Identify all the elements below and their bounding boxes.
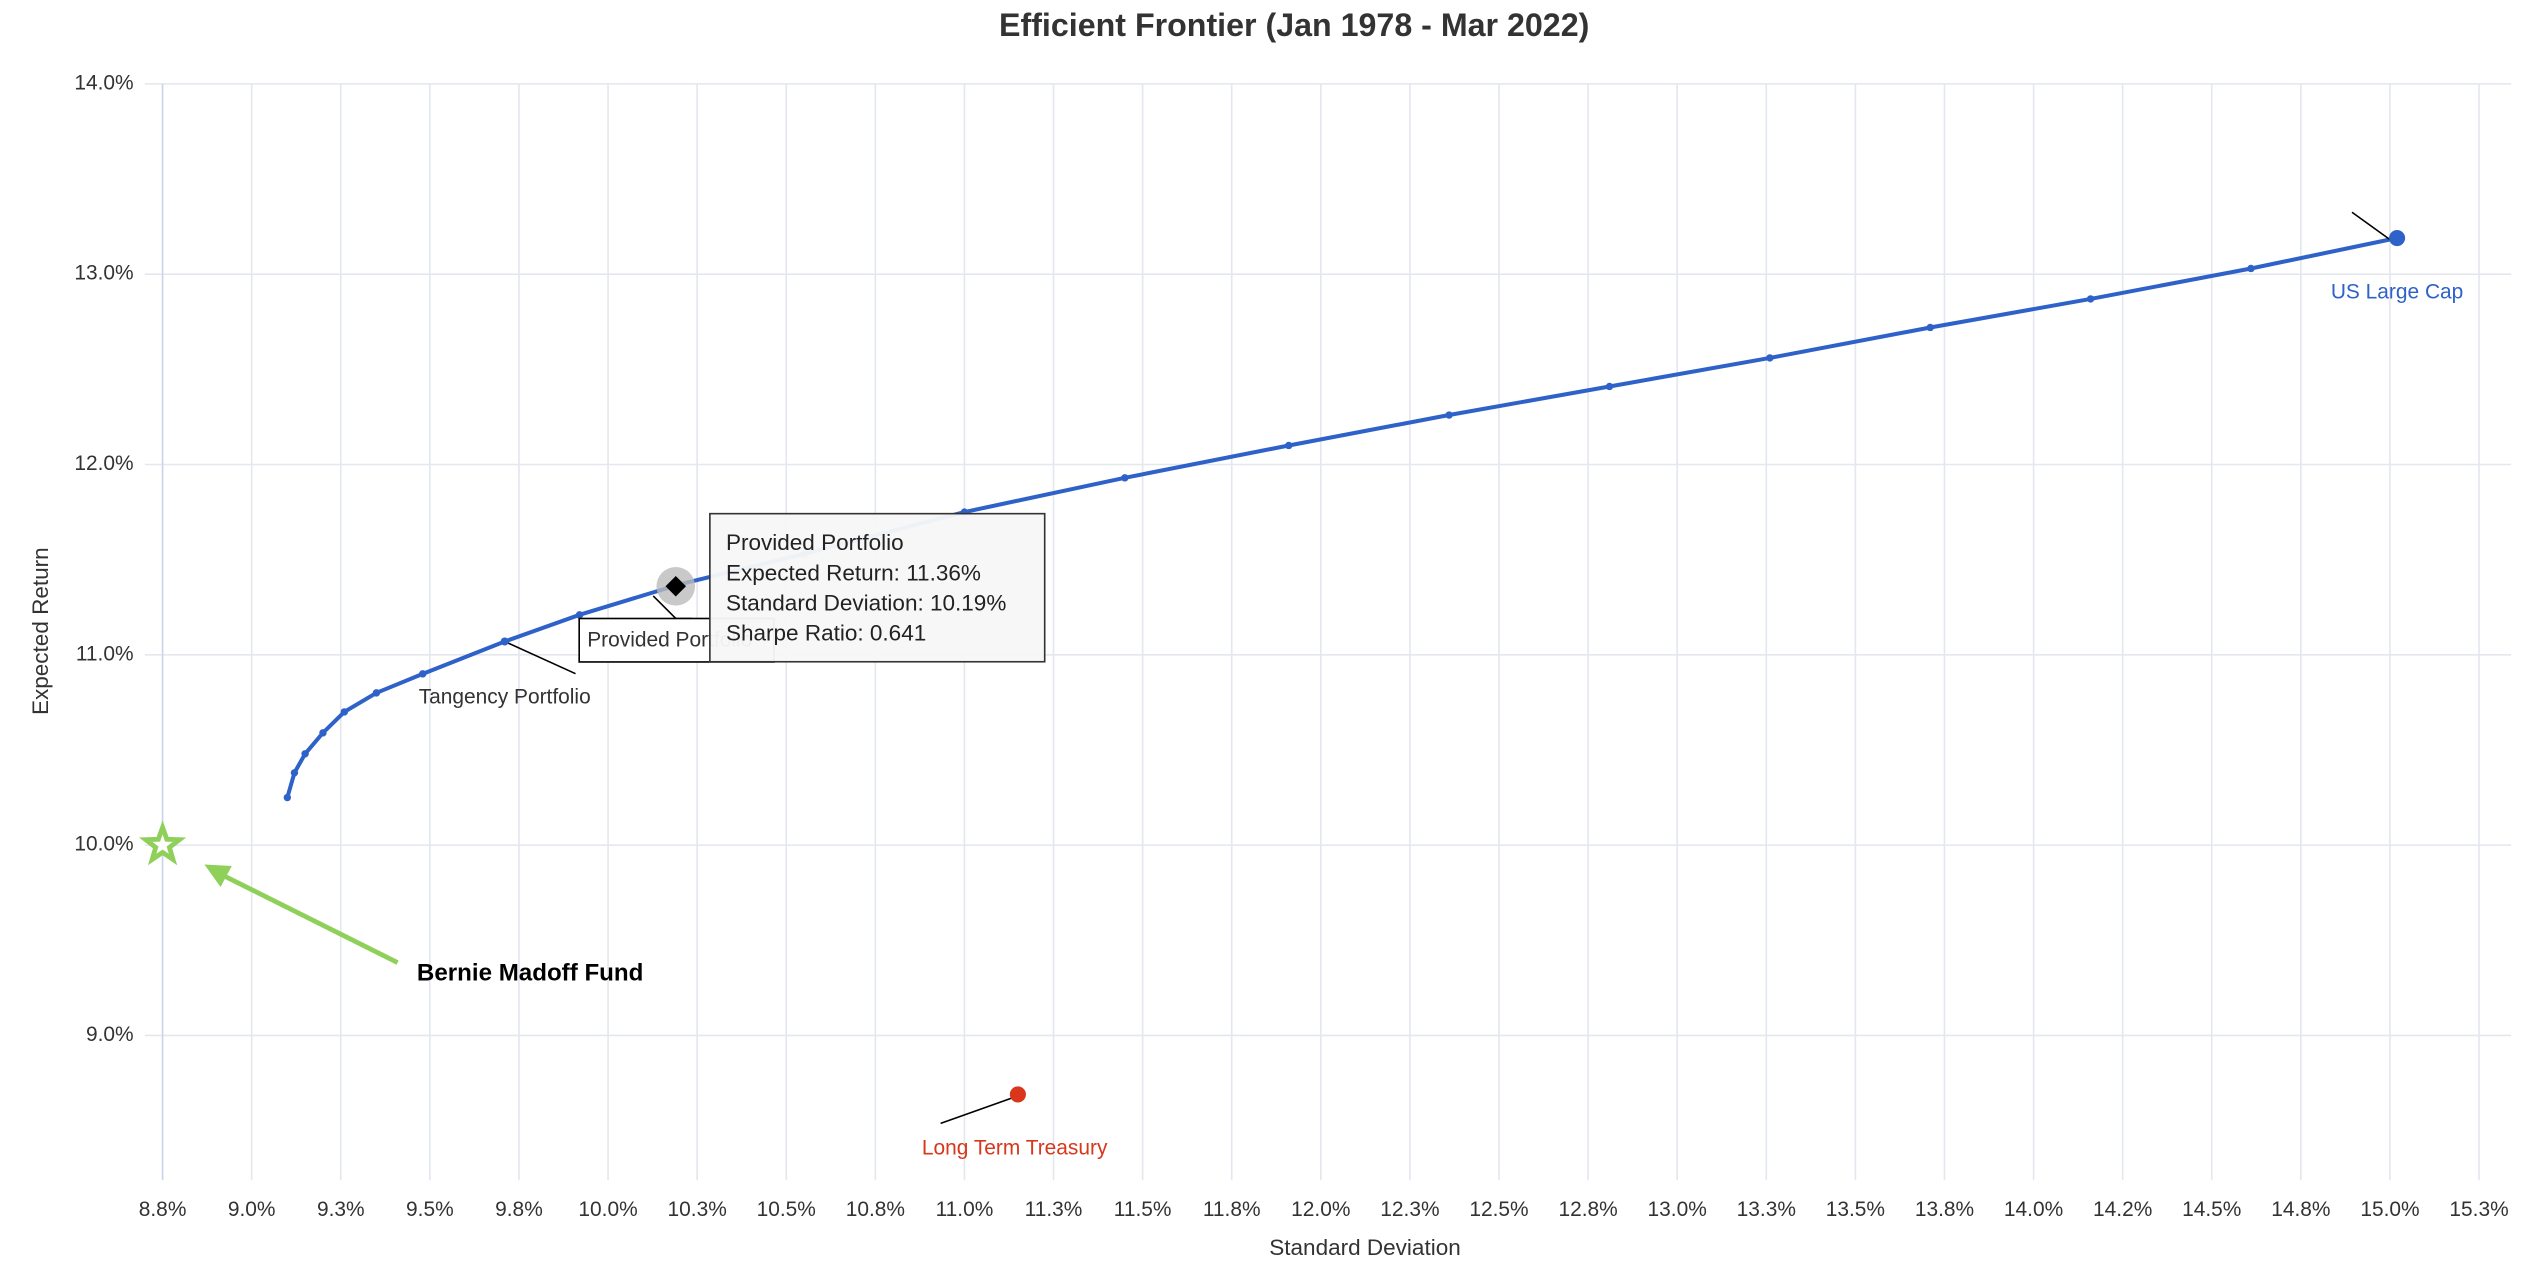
x-tick-label: 12.5%: [1469, 1198, 1528, 1221]
y-tick-label: 9.0%: [86, 1023, 134, 1046]
x-tick-label: 14.2%: [2093, 1198, 2152, 1221]
x-tick-label: 12.3%: [1380, 1198, 1439, 1221]
y-tick-label: 13.0%: [74, 262, 133, 285]
x-tick-label: 15.3%: [2449, 1198, 2508, 1221]
x-tick-label: 13.3%: [1737, 1198, 1796, 1221]
asset-point: [1009, 1086, 1026, 1103]
frontier-point: [319, 729, 327, 737]
frontier-point: [372, 689, 381, 697]
x-tick-label: 10.8%: [846, 1198, 905, 1221]
x-tick-label: 10.3%: [668, 1198, 727, 1221]
frontier-point: [575, 611, 584, 619]
madoff-star: [138, 820, 187, 866]
tooltip: [709, 512, 1046, 663]
leader-line: [940, 1096, 1014, 1125]
x-tick-label: 15.0%: [2360, 1198, 2419, 1221]
x-tick-label: 10.5%: [757, 1198, 816, 1221]
frontier-point: [283, 793, 292, 802]
x-tick-label: 9.0%: [228, 1198, 276, 1221]
tangency-point: [500, 637, 509, 646]
x-tick-label: 13.0%: [1648, 1198, 1707, 1221]
x-tick-label: 13.5%: [1826, 1198, 1885, 1221]
tangency-label: Tangency Portfolio: [419, 685, 591, 708]
x-tick-label: 8.8%: [139, 1198, 187, 1221]
y-axis-label: Expected Return: [28, 547, 53, 715]
frontier-point: [1445, 411, 1453, 419]
x-tick-label: 11.8%: [1203, 1198, 1261, 1221]
x-tick-label: 13.8%: [1915, 1198, 1974, 1221]
y-tick-label: 14.0%: [74, 71, 133, 94]
frontier-point: [2086, 295, 2095, 303]
asset-label: Long Term Treasury: [922, 1137, 1108, 1160]
frontier-point: [1285, 441, 1293, 450]
x-tick-label: 9.3%: [317, 1198, 365, 1221]
madoff-label: Bernie Madoff Fund: [417, 959, 644, 986]
x-tick-label: 14.0%: [2004, 1198, 2063, 1221]
y-tick-label: 11.0%: [76, 642, 134, 665]
frontier-point: [340, 708, 349, 716]
frontier-point: [1926, 323, 1934, 332]
frontier-point: [290, 769, 299, 777]
frontier-point: [1605, 382, 1614, 391]
x-tick-label: 11.0%: [936, 1198, 994, 1221]
madoff-arrow: [219, 871, 399, 965]
x-tick-label: 9.5%: [406, 1198, 454, 1221]
x-tick-label: 10.0%: [578, 1198, 637, 1221]
leader-line: [504, 640, 576, 675]
asset-point: [2389, 229, 2406, 247]
leader-line: [2351, 211, 2393, 242]
tooltip-line: Expected Return: 11.36%: [726, 560, 981, 585]
chart-title: Efficient Frontier (Jan 1978 - Mar 2022): [999, 7, 1589, 43]
asset-label: US Large Cap: [2331, 280, 2463, 303]
x-tick-label: 9.8%: [495, 1198, 543, 1221]
provided-point: [665, 576, 687, 597]
y-tick-label: 12.0%: [74, 452, 133, 475]
frontier-point: [2247, 264, 2255, 273]
frontier-point: [419, 670, 427, 678]
x-axis-label: Standard Deviation: [1269, 1235, 1461, 1260]
x-tick-label: 11.5%: [1114, 1198, 1172, 1221]
x-tick-label: 14.8%: [2271, 1198, 2330, 1221]
tooltip-line: Standard Deviation: 10.19%: [726, 590, 1006, 615]
x-tick-label: 11.3%: [1025, 1198, 1083, 1221]
madoff-arrowhead: [204, 864, 232, 887]
x-tick-label: 14.5%: [2182, 1198, 2241, 1221]
x-tick-label: 12.0%: [1291, 1198, 1350, 1221]
frontier-point: [1121, 474, 1129, 482]
frontier-point: [1766, 354, 1774, 362]
frontier-point: [301, 750, 309, 758]
frontier-line: [285, 236, 2398, 799]
x-tick-label: 12.8%: [1558, 1198, 1617, 1221]
y-tick-label: 10.0%: [74, 833, 133, 856]
tooltip-line: Provided Portfolio: [726, 530, 904, 555]
tooltip-line: Sharpe Ratio: 0.641: [726, 621, 926, 646]
